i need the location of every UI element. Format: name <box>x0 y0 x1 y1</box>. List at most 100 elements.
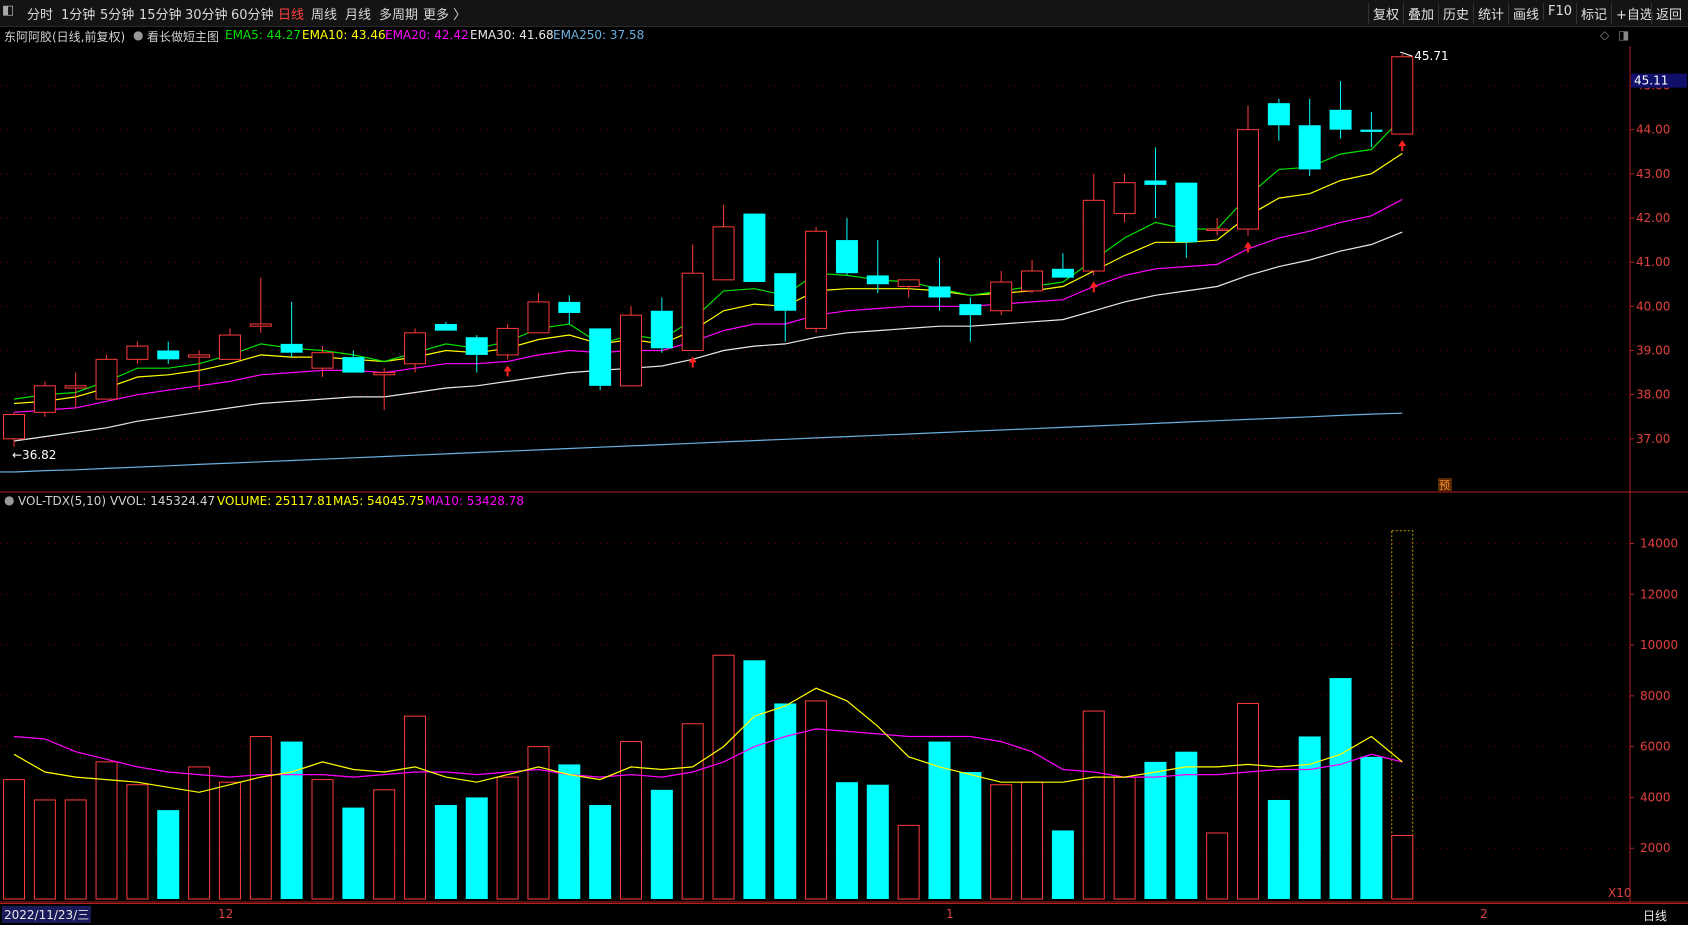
volume-circle-icon[interactable]: ● <box>4 493 15 507</box>
period-tab-more[interactable]: 更多 〉 <box>423 8 467 23</box>
volume-tick-label: 6000 <box>1640 740 1671 754</box>
volume-bar-down <box>1329 678 1352 899</box>
candle-body-down <box>743 213 766 283</box>
volume-bar-down <box>157 810 180 899</box>
volume-bar-down <box>558 764 581 899</box>
volume-chart-svg[interactable]: 14000 12000 10000 8000 6000 4000 2000 X10 <box>0 493 1688 903</box>
candle-body-down <box>928 286 951 298</box>
volume-forecast-bar <box>1391 530 1414 900</box>
f10-button[interactable]: F10 <box>1543 3 1576 20</box>
candle-body-up <box>620 314 642 387</box>
volume-bar-up <box>897 824 920 900</box>
buy-arrow-icon <box>1244 241 1252 253</box>
candle-body-up <box>311 352 334 369</box>
draw-line-button[interactable]: 画线 <box>1508 3 1543 24</box>
candle-body-up <box>681 272 704 351</box>
candle-body-up <box>188 354 211 358</box>
period-tab-30min[interactable]: 30分钟 <box>185 8 228 23</box>
volume-bar-down <box>465 797 488 899</box>
volume-bar-up <box>249 735 272 900</box>
period-tab-weekly[interactable]: 周线 <box>311 8 338 23</box>
candle-body-down <box>1329 109 1352 130</box>
period-tab-5min[interactable]: 5分钟 <box>100 8 135 23</box>
candle-body-down <box>1298 125 1321 170</box>
period-tab-1min[interactable]: 1分钟 <box>61 8 96 23</box>
panel-toggle-icon[interactable]: ◨ <box>1618 28 1630 42</box>
candle-body-down <box>959 304 982 316</box>
volume-tick-label: 8000 <box>1640 689 1671 703</box>
overlay-button[interactable]: 叠加 <box>1403 3 1438 24</box>
period-label: 日线 <box>1643 909 1668 923</box>
candle-body-down <box>1360 129 1383 132</box>
volume-tick-label: 4000 <box>1640 790 1671 804</box>
cursor-date: 2022/11/23/三 <box>2 906 92 923</box>
price-chart-svg[interactable]: 45.0044.0043.0042.0041.0040.0039.0038.00… <box>0 46 1688 493</box>
volume-value: VOLUME: 25117.81 <box>217 494 333 508</box>
add-watchlist-button[interactable]: +自选 <box>1611 3 1657 24</box>
volume-bar-up <box>527 746 550 900</box>
dropdown-circle-icon[interactable]: ● <box>133 28 144 42</box>
template-name[interactable]: 看长做短主图 <box>147 30 220 44</box>
candle-body-up <box>404 332 427 365</box>
volume-bar-up <box>1113 776 1136 900</box>
volume-tick-label: 14000 <box>1640 536 1678 550</box>
volume-chart-area[interactable]: 14000 12000 10000 8000 6000 4000 2000 X10 ● VOL… <box>0 493 1688 903</box>
candle-body-up <box>249 323 272 327</box>
candle-body-down <box>835 240 858 274</box>
period-tab-multi[interactable]: 多周期 <box>379 8 419 23</box>
ema20-line <box>13 198 1403 413</box>
period-tab-daily[interactable]: 日线 <box>278 8 305 23</box>
buy-arrow-icon <box>503 365 512 377</box>
volume-bar-up <box>1206 832 1229 900</box>
period-tab-15min[interactable]: 15分钟 <box>139 8 182 23</box>
diamond-icon[interactable]: ◇ <box>1600 28 1610 42</box>
price-tick-label: 40.00 <box>1636 299 1670 313</box>
buy-arrow-icon <box>688 356 697 368</box>
current-price-label: 45.11 <box>1634 74 1668 88</box>
volume-bar-down <box>774 703 797 899</box>
period-tab-monthly[interactable]: 月线 <box>345 8 372 23</box>
candle-body-down <box>280 343 303 353</box>
ema10-value: EMA10: 43.46 <box>302 28 386 42</box>
price-chart-area[interactable]: 45.0044.0043.0042.0041.0040.0039.0038.00… <box>0 46 1688 493</box>
high-price-label: 45.71 <box>1414 49 1448 63</box>
back-button[interactable]: 返回 <box>1651 3 1686 24</box>
volume-bar-up <box>311 779 334 900</box>
volume-tick-label: 2000 <box>1640 841 1671 855</box>
forecast-marker-label: 预 <box>1439 479 1450 492</box>
price-tick-label: 39.00 <box>1636 344 1670 358</box>
period-toolbar: ◧ 分时 1分钟 5分钟 15分钟 30分钟 60分钟 日线 周线 月线 多周期… <box>0 0 1688 27</box>
square-icon[interactable]: ◧ <box>2 3 15 18</box>
candle-body-up <box>218 334 241 360</box>
volume-bar-down <box>1144 761 1167 899</box>
statistics-button[interactable]: 统计 <box>1473 3 1508 24</box>
candle-body-down <box>434 324 457 331</box>
volume-bar-up <box>990 784 1013 900</box>
mark-button[interactable]: 标记 <box>1576 3 1611 24</box>
month-label-1: 1 <box>946 907 954 921</box>
candle-body-up <box>990 281 1013 312</box>
ema10-line <box>13 152 1403 405</box>
candle-body-down <box>650 310 673 349</box>
month-label-2: 2 <box>1480 907 1488 921</box>
volume-bar-up <box>188 766 211 900</box>
candle-body-up <box>897 279 920 287</box>
candle-body-up <box>64 385 87 389</box>
adjust-button[interactable]: 复权 <box>1368 3 1403 24</box>
current-price-box <box>1631 73 1687 88</box>
volume-ma5-line <box>13 687 1403 793</box>
candle-body-down <box>866 275 889 285</box>
volume-bar-up <box>404 715 427 900</box>
volume-bar-up <box>95 761 118 900</box>
indicator-info-row: 东阿阿胶(日线,前复权) ● 看长做短主图 EMA5: 44.27 EMA10:… <box>0 26 1688 46</box>
candle-body-up <box>1021 270 1044 292</box>
candle-body-up <box>95 358 118 400</box>
candle-body-down <box>1267 103 1290 126</box>
volume-bar-down <box>959 772 982 899</box>
period-tab-minute-timeshare[interactable]: 分时 <box>27 8 54 23</box>
ema250-value: EMA250: 37.58 <box>553 28 645 42</box>
volume-indicator-name[interactable]: VOL-TDX(5,10) <box>18 494 107 508</box>
history-button[interactable]: 历史 <box>1438 3 1473 24</box>
volume-bar-down <box>342 807 365 899</box>
period-tab-60min[interactable]: 60分钟 <box>231 8 274 23</box>
